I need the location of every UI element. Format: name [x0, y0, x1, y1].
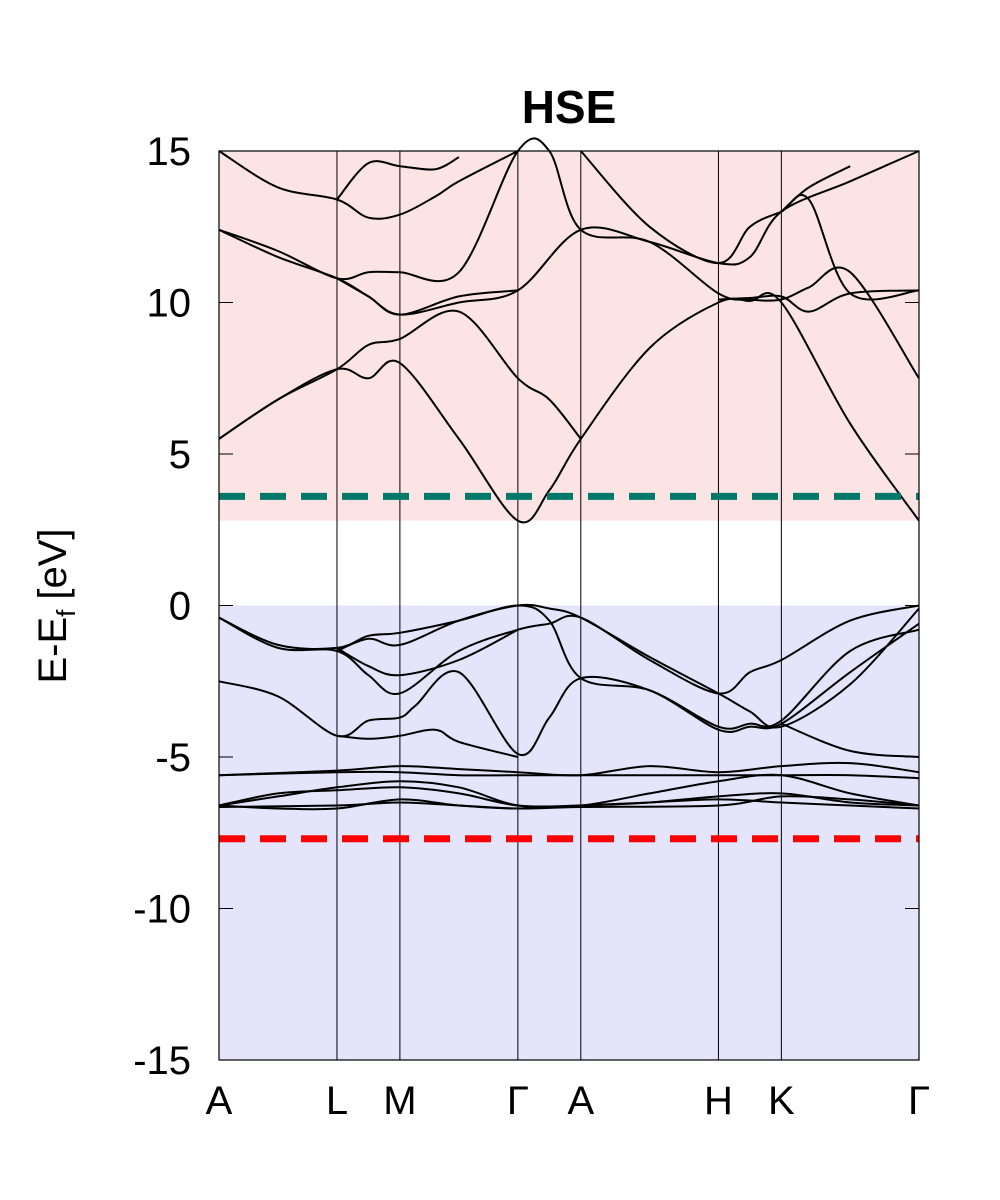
- y-tick-label: -5: [155, 736, 191, 780]
- y-tick-label: 15: [147, 130, 192, 174]
- band-line-23: [218, 795, 920, 810]
- y-axis-label-subscript: f: [51, 609, 81, 617]
- chart-title: HSE: [522, 81, 617, 133]
- band-line-5: [336, 277, 519, 316]
- band-line-1: [218, 292, 920, 524]
- x-tick-label: A: [206, 1079, 233, 1123]
- x-tick-label: M: [383, 1079, 416, 1123]
- x-tick-label: A: [567, 1079, 594, 1123]
- x-tick-label: K: [768, 1079, 795, 1123]
- x-tick-label: L: [326, 1079, 348, 1123]
- band-line-17: [781, 722, 920, 758]
- reference-lines: [219, 492, 919, 843]
- band-line-13: [336, 603, 920, 729]
- band-line-6: [218, 150, 519, 220]
- valence-band-region: [219, 605, 919, 1060]
- band-line-9: [718, 289, 920, 313]
- band-line-4: [218, 137, 920, 379]
- y-tick-label: -15: [133, 1039, 191, 1083]
- band-line-7: [336, 156, 460, 201]
- band-line-2: [218, 309, 582, 440]
- bands: [218, 137, 920, 811]
- energy-regions: [219, 151, 919, 1060]
- x-tick-label: Γ: [908, 1079, 930, 1123]
- x-tick-label: Γ: [507, 1079, 529, 1123]
- band-line-16: [336, 728, 519, 758]
- y-axis-label-unit: [eV]: [31, 528, 75, 599]
- y-axis: -15 -10 -5 0 5 10 15: [133, 130, 919, 1083]
- band-line-15: [218, 622, 920, 757]
- conduction-band-region: [219, 151, 919, 521]
- band-line-19: [218, 761, 920, 777]
- y-tick-label: 0: [169, 585, 191, 629]
- x-tick-label: H: [704, 1079, 733, 1123]
- band-line-14: [336, 628, 519, 677]
- y-axis-label: E-Ef[eV]: [31, 528, 81, 683]
- y-tick-label: 5: [169, 433, 191, 477]
- y-tick-label: -10: [133, 888, 191, 932]
- band-line-8: [580, 150, 920, 301]
- band-line-10: [780, 165, 851, 213]
- y-tick-label: 10: [147, 282, 192, 326]
